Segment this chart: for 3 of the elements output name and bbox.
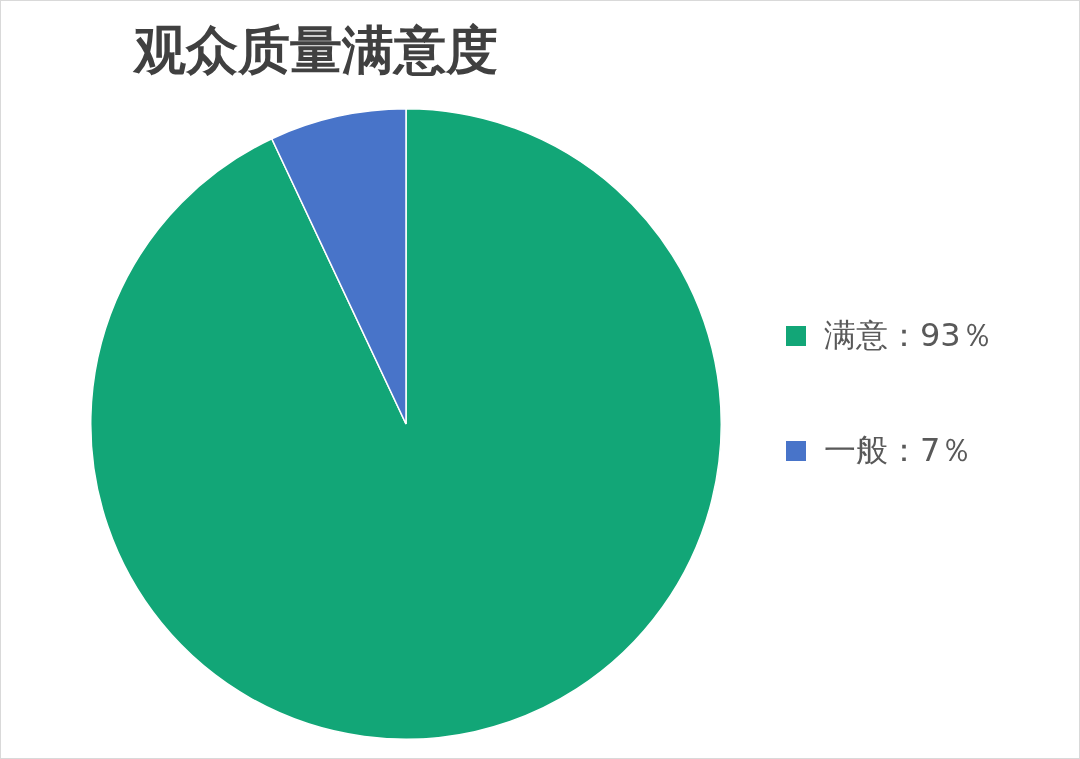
legend-label: 一般：7％ <box>824 429 973 471</box>
chart-title: 观众质量满意度 <box>134 21 498 81</box>
legend-label: 满意：93％ <box>824 314 993 356</box>
